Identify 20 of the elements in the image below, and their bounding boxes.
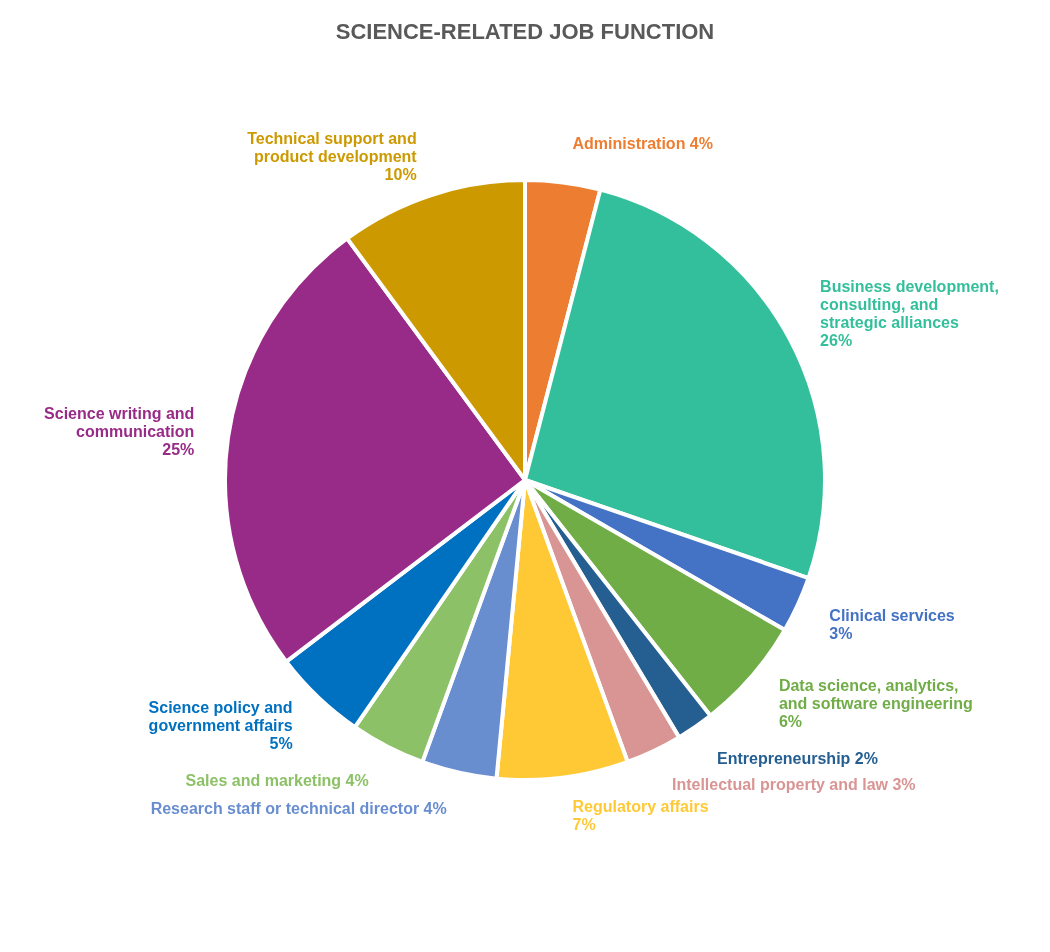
slice-label: Business development, consulting, and strategic alliances [820, 278, 999, 332]
data-label: 6% [778, 712, 803, 730]
data-label: 5% [269, 735, 293, 753]
slice-label: Sales and marketing 4% [185, 771, 369, 789]
slice-label: Administration 4% [572, 134, 713, 152]
slice-label: Technical support and product development [247, 130, 418, 166]
slice-label: Clinical services [829, 607, 955, 625]
data-label: 10% [384, 166, 417, 184]
slice-label: Regulatory affairs [572, 798, 709, 816]
data-label: 25% [162, 441, 195, 459]
data-label: 7% [572, 816, 596, 834]
chart-title: SCIENCE-RELATED JOB FUNCTION [335, 19, 715, 44]
slice-label: Science policy and government affairs [148, 699, 293, 735]
slice-label: Data science, analytics, and software engineering [778, 676, 973, 712]
slice-label: Research staff or technical director 4% [150, 799, 447, 817]
data-label: 3% [829, 625, 853, 643]
slice-label: Intellectual property and law 3% [671, 776, 916, 794]
slice-label: Science writing and communication [44, 405, 195, 441]
slice-label: Entrepreneurship 2% [717, 750, 878, 768]
data-label: 26% [820, 332, 853, 350]
